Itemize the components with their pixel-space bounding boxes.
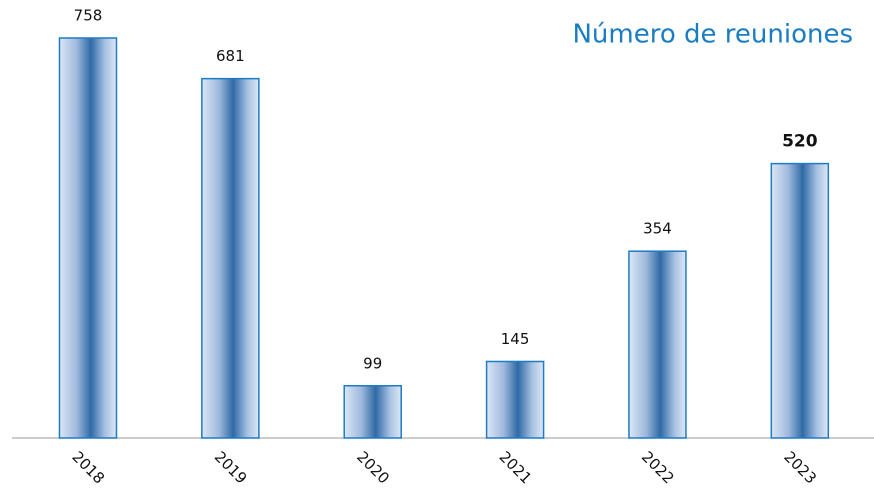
x-tick-label: 2018 [68,448,108,488]
bar [58,37,118,439]
x-tick-label: 2022 [638,448,678,488]
bar [485,360,545,439]
bar [343,385,402,439]
value-label: 681 [216,47,245,65]
value-label: 145 [501,330,530,348]
x-tick-label: 2021 [496,448,536,488]
value-label: 99 [363,354,382,372]
x-tick-label: 2019 [211,448,251,488]
value-label: 758 [74,7,103,25]
value-label: 354 [643,220,672,238]
bar [628,250,687,439]
bar [201,77,260,439]
value-label: 520 [782,132,818,152]
x-tick-label: 2020 [353,448,393,488]
chart-title: Número de reuniones [572,20,853,50]
x-tick-label: 2023 [780,448,820,488]
bar [770,162,830,439]
